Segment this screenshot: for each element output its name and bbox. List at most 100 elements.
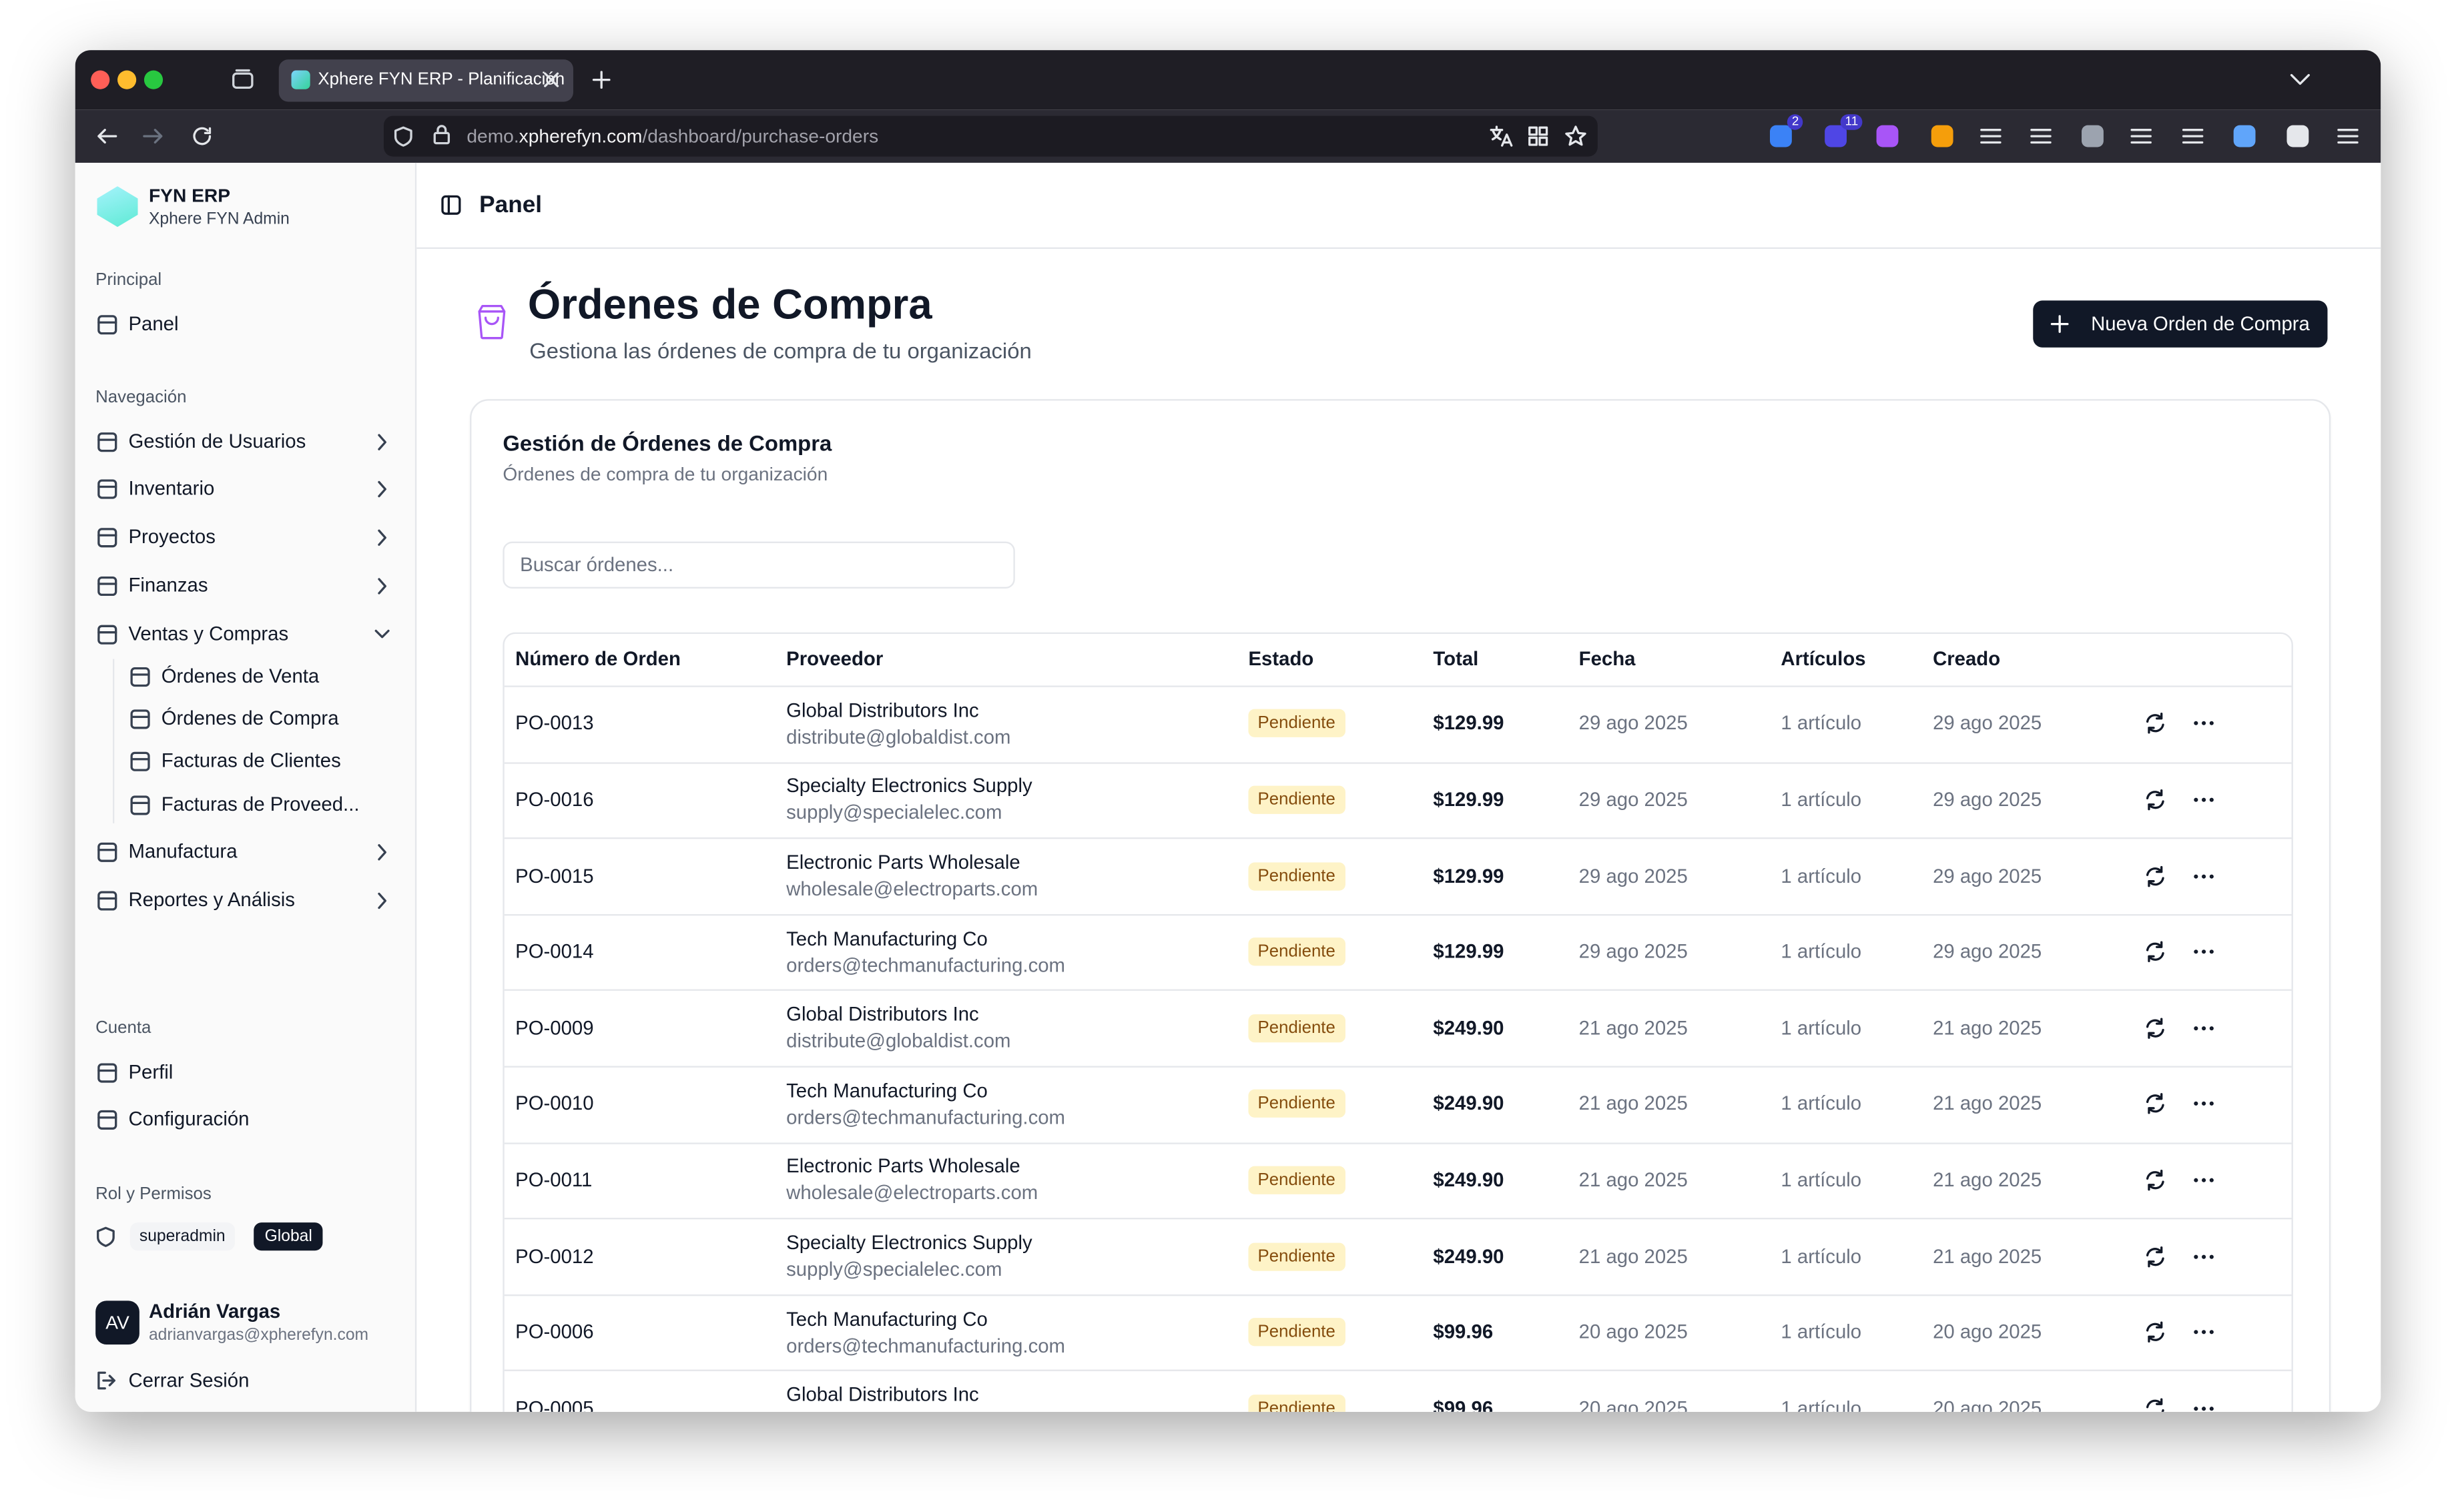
refresh-button[interactable] — [2146, 1017, 2164, 1039]
more-button[interactable] — [2194, 797, 2214, 802]
extension-icon[interactable] — [2233, 125, 2256, 147]
created-date: 29 ago 2025 — [1933, 713, 2042, 735]
item-count: 1 artículo — [1781, 865, 1862, 887]
toolbar-icon[interactable] — [2030, 127, 2052, 145]
bookmark-star[interactable] — [1565, 125, 1587, 147]
nav-item[interactable]: Reportes y Análisis — [128, 889, 295, 911]
refresh-button[interactable] — [2146, 789, 2164, 811]
subnav-item[interactable]: Facturas de Proveed... — [161, 793, 360, 816]
refresh-button[interactable] — [2146, 865, 2164, 887]
refresh-button[interactable] — [2146, 941, 2164, 963]
url-text[interactable]: demo.xpherefyn.com/dashboard/purchase-or… — [467, 125, 878, 147]
order-total: $249.90 — [1433, 1017, 1504, 1039]
forward-button[interactable] — [143, 128, 163, 144]
refresh-button[interactable] — [2146, 1321, 2164, 1343]
refresh-button[interactable] — [2146, 1245, 2164, 1267]
order-number[interactable]: PO-0015 — [515, 865, 594, 887]
order-number[interactable]: PO-0014 — [515, 941, 594, 963]
sidebar-section-label: Principal — [95, 270, 162, 290]
nav-item[interactable]: Finanzas — [128, 574, 208, 597]
toolbar-icon[interactable] — [2337, 127, 2359, 145]
translate-icon[interactable] — [1490, 125, 1513, 147]
url-path: /dashboard/purchase-orders — [642, 125, 879, 147]
order-number[interactable]: PO-0013 — [515, 713, 594, 735]
nav-icon — [97, 842, 117, 862]
subnav-item[interactable]: Órdenes de Venta — [161, 665, 320, 687]
more-button[interactable] — [2194, 1406, 2214, 1411]
more-button[interactable] — [2194, 1026, 2214, 1030]
extension-icon[interactable] — [2286, 125, 2309, 147]
extension-icon[interactable] — [1876, 125, 1899, 147]
back-button[interactable] — [97, 128, 117, 144]
extension-icon[interactable] — [1825, 125, 1847, 147]
order-number[interactable]: PO-0005 — [515, 1397, 594, 1412]
order-number[interactable]: PO-0009 — [515, 1017, 594, 1039]
nav-item[interactable]: Proyectos — [128, 526, 216, 548]
refresh-button[interactable] — [2146, 713, 2164, 735]
nav-item[interactable]: Manufactura — [128, 840, 238, 863]
logout-link[interactable]: Cerrar Sesión — [128, 1369, 250, 1392]
nav-item[interactable]: Ventas y Compras — [128, 623, 289, 645]
extension-icon[interactable] — [1769, 125, 1792, 147]
window-control[interactable] — [143, 70, 164, 89]
sidebar-toggle[interactable] — [441, 195, 461, 215]
nav-item[interactable]: Configuración — [128, 1108, 250, 1130]
browser-tab[interactable] — [278, 59, 573, 102]
order-date: 20 ago 2025 — [1578, 1321, 1688, 1343]
card-subtitle: Órdenes de compra de tu organización — [503, 463, 828, 486]
item-count: 1 artículo — [1781, 941, 1862, 963]
refresh-button[interactable] — [2146, 1169, 2164, 1191]
refresh-button[interactable] — [2146, 1093, 2164, 1115]
qr-icon[interactable] — [1528, 126, 1548, 146]
subnav-icon — [130, 795, 150, 815]
more-button[interactable] — [2194, 873, 2214, 878]
nav-chevron — [378, 892, 386, 909]
subnav-item[interactable]: Facturas de Clientes — [161, 749, 341, 772]
nav-item[interactable]: Gestión de Usuarios — [128, 430, 306, 452]
nav-item[interactable]: Inventario — [128, 477, 215, 500]
refresh-button[interactable] — [2146, 1397, 2164, 1412]
more-button[interactable] — [2194, 1102, 2214, 1106]
search-input[interactable] — [503, 541, 1015, 589]
more-button[interactable] — [2194, 1254, 2214, 1258]
new-order-button[interactable] — [2033, 300, 2328, 348]
item-count: 1 artículo — [1781, 789, 1862, 811]
created-date: 21 ago 2025 — [1933, 1245, 2042, 1267]
column-header: Fecha — [1578, 648, 1636, 671]
subnav-item[interactable]: Órdenes de Compra — [161, 707, 339, 730]
tab-close[interactable] — [544, 72, 559, 87]
window-control[interactable] — [91, 70, 110, 89]
url-bar[interactable] — [383, 115, 1598, 157]
row-divider — [504, 837, 2292, 839]
subnav-line — [112, 659, 115, 823]
toolbar-icon[interactable] — [2182, 127, 2204, 145]
order-number[interactable]: PO-0016 — [515, 789, 594, 811]
more-button[interactable] — [2194, 721, 2214, 726]
new-tab-button[interactable] — [592, 71, 611, 89]
extension-icon[interactable] — [1931, 125, 1953, 147]
order-number[interactable]: PO-0006 — [515, 1321, 594, 1343]
toolbar-icon[interactable] — [2130, 127, 2152, 145]
reload-button[interactable] — [193, 127, 212, 145]
url-domain: xpherefyn.com — [519, 125, 643, 147]
extension-icon[interactable] — [2082, 125, 2104, 147]
toolbar-icon[interactable] — [1980, 127, 2002, 145]
nav-chevron — [378, 480, 386, 498]
more-button[interactable] — [2194, 1178, 2214, 1182]
order-number[interactable]: PO-0012 — [515, 1245, 594, 1267]
status-badge: Pendiente — [1248, 709, 1345, 738]
role-label: Rol y Permisos — [95, 1184, 212, 1204]
extension-badge: 11 — [1840, 114, 1863, 130]
nav-item[interactable]: Panel — [128, 313, 179, 336]
nav-icon — [97, 528, 117, 548]
tab-overflow[interactable] — [2290, 73, 2310, 85]
more-button[interactable] — [2194, 950, 2214, 954]
order-number[interactable]: PO-0010 — [515, 1093, 594, 1115]
order-number[interactable]: PO-0011 — [515, 1169, 593, 1191]
nav-item[interactable]: Perfil — [128, 1061, 174, 1084]
tab-list-icon[interactable] — [232, 69, 254, 89]
status-badge: Pendiente — [1248, 1242, 1345, 1270]
row-divider — [504, 1218, 2292, 1220]
window-control[interactable] — [117, 70, 137, 89]
more-button[interactable] — [2194, 1330, 2214, 1335]
